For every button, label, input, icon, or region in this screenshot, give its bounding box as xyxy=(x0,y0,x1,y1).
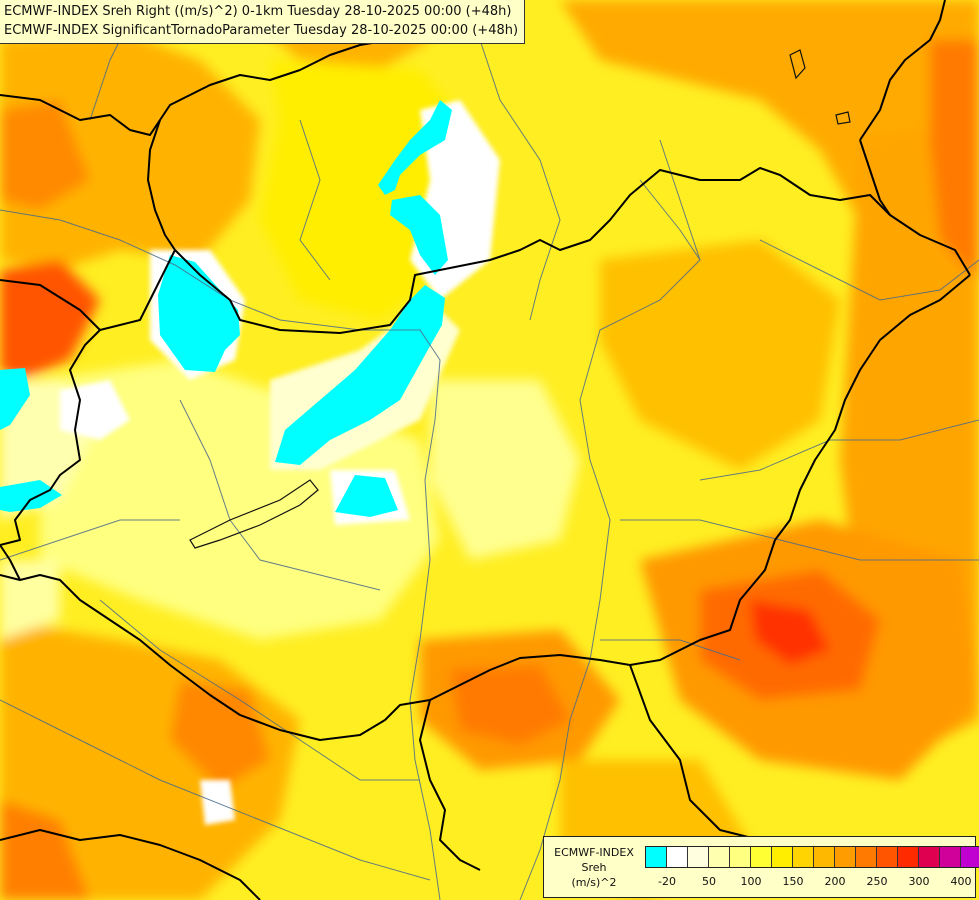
river-tisza xyxy=(519,179,701,900)
legend-swatch xyxy=(856,847,877,867)
legend-title: ECMWF-INDEX Sreh (m/s)^2 xyxy=(548,845,640,890)
color-legend: ECMWF-INDEX Sreh (m/s)^2 -20 50 100 150 200 2… xyxy=(543,836,979,898)
legend-swatch xyxy=(919,847,940,867)
river-north-1 xyxy=(299,119,331,281)
lake-small-north xyxy=(789,49,806,80)
legend-tick-label: 50 xyxy=(702,875,716,888)
legend-title-model: ECMWF-INDEX xyxy=(554,846,634,859)
dark-orange-east xyxy=(930,40,979,280)
cyan-zone-west-lake xyxy=(158,255,240,372)
lake-small-east xyxy=(835,111,851,125)
legend-title-param: Sreh xyxy=(581,861,607,874)
dark-orange-northwest xyxy=(0,100,90,210)
pale-zone-south-west xyxy=(0,560,60,640)
border-slovenia xyxy=(0,544,21,581)
legend-swatch xyxy=(772,847,793,867)
river-south-2 xyxy=(600,639,741,661)
river-drava xyxy=(99,599,420,781)
cyan-zone-west-strip xyxy=(0,480,62,512)
river-north-3 xyxy=(659,139,701,261)
orange-zone-center-east xyxy=(600,240,840,470)
dark-orange-south xyxy=(450,665,570,745)
lake-balaton xyxy=(189,479,319,549)
legend-swatch xyxy=(940,847,961,867)
river-west-1 xyxy=(179,399,381,591)
border-hungary-north xyxy=(174,167,971,334)
legend-swatch xyxy=(793,847,814,867)
border-croatia-south xyxy=(0,829,261,900)
river-west-3 xyxy=(0,519,180,561)
cyan-zone-north xyxy=(378,100,452,275)
legend-swatch xyxy=(898,847,919,867)
legend-tick-label: 300 xyxy=(908,875,930,888)
river-south-1 xyxy=(620,519,979,561)
legend-swatch xyxy=(961,847,979,867)
cyan-zone-west-edge xyxy=(0,368,30,430)
red-core-southeast xyxy=(750,600,830,665)
legend-tick-label: 400 xyxy=(950,875,972,888)
legend-swatch xyxy=(814,847,835,867)
legend-swatch xyxy=(877,847,898,867)
river-east-1 xyxy=(759,239,979,301)
legend-swatch xyxy=(709,847,730,867)
legend-tick-label: 150 xyxy=(782,875,804,888)
legend-swatch xyxy=(688,847,709,867)
legend-swatch xyxy=(751,847,772,867)
legend-tick-label: 200 xyxy=(824,875,846,888)
legend-swatch xyxy=(835,847,856,867)
orange-zone-northeast xyxy=(560,0,979,420)
legend-tick-label: 100 xyxy=(740,875,762,888)
dark-orange-southwest-edge xyxy=(0,800,90,900)
border-hungary-west xyxy=(0,249,176,546)
title-line-stp: ECMWF-INDEX SignificantTornadoParameter … xyxy=(4,23,519,38)
legend-tick-label: 250 xyxy=(866,875,888,888)
cyan-zone-blob xyxy=(335,475,398,517)
legend-swatch xyxy=(667,847,688,867)
pale-zone-center xyxy=(430,380,580,560)
legend-swatch xyxy=(730,847,751,867)
river-north-2 xyxy=(479,39,561,321)
legend-tick-label: -20 xyxy=(658,875,676,888)
rivers xyxy=(0,19,979,900)
dark-orange-southwest xyxy=(170,680,270,790)
border-austria-czech xyxy=(0,279,101,331)
border-romania-serbia xyxy=(629,664,761,841)
border-slovakia-west xyxy=(147,119,176,251)
border-north-east xyxy=(859,139,891,216)
border-hungary-east xyxy=(629,274,971,666)
river-east-2 xyxy=(699,419,979,481)
legend-colorbar xyxy=(645,846,979,868)
red-zone-west xyxy=(0,260,100,380)
legend-swatch xyxy=(646,847,667,867)
title-line-sreh: ECMWF-INDEX Sreh Right ((m/s)^2) 0-1km T… xyxy=(4,4,512,19)
border-hungary-south xyxy=(0,574,631,741)
river-danube xyxy=(0,209,441,900)
legend-title-unit: (m/s)^2 xyxy=(571,876,617,889)
border-ukraine xyxy=(859,0,946,141)
river-sava xyxy=(0,699,431,881)
border-serbia-croatia xyxy=(419,699,481,871)
map-title-box: ECMWF-INDEX Sreh Right ((m/s)^2) 0-1km T… xyxy=(0,0,526,44)
orange-zone-northwest xyxy=(0,30,260,270)
